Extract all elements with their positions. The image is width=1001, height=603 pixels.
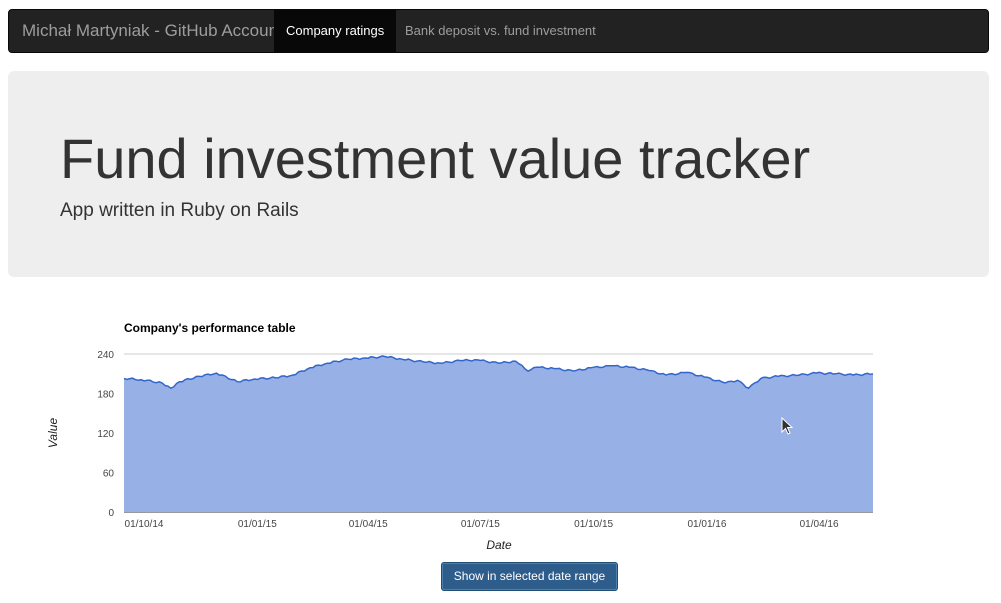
y-axis-label: Value bbox=[46, 418, 60, 449]
x-tick-label: 01/10/14 bbox=[125, 519, 164, 530]
jumbotron: Fund investment value tracker App writte… bbox=[8, 71, 989, 277]
y-tick-label: 240 bbox=[97, 350, 114, 361]
nav-item-bank-deposit[interactable]: Bank deposit vs. fund investment bbox=[405, 23, 596, 38]
page-subtitle: App written in Ruby on Rails bbox=[60, 200, 299, 221]
y-tick-label: 0 bbox=[108, 508, 114, 519]
x-tick-label: 01/10/15 bbox=[574, 519, 613, 530]
x-tick-label: 01/04/16 bbox=[800, 519, 839, 530]
y-axis-ticks: 0 60 120 180 240 bbox=[97, 350, 114, 519]
x-tick-label: 01/01/15 bbox=[238, 519, 277, 530]
y-tick-label: 120 bbox=[97, 429, 114, 440]
y-tick-label: 180 bbox=[97, 390, 114, 401]
x-tick-label: 01/07/15 bbox=[461, 519, 500, 530]
chart-title: Company's performance table bbox=[124, 321, 296, 335]
x-tick-label: 01/01/16 bbox=[688, 519, 727, 530]
show-date-range-button[interactable]: Show in selected date range bbox=[441, 562, 618, 591]
page-title: Fund investment value tracker bbox=[60, 127, 811, 190]
chart-area-fill bbox=[124, 355, 873, 512]
x-axis-label: Date bbox=[486, 538, 512, 552]
y-tick-label: 60 bbox=[103, 469, 115, 480]
navbar: Michał Martyniak - GitHub Account Compan… bbox=[8, 9, 989, 53]
x-axis-ticks: 01/10/14 01/01/15 01/04/15 01/07/15 01/10/15… bbox=[125, 519, 839, 530]
performance-chart: Company's performance table 0 60 120 180 240… bbox=[46, 321, 874, 552]
chart-series-line bbox=[123, 355, 874, 390]
mouse-cursor-icon bbox=[781, 417, 794, 435]
nav-item-company-ratings[interactable]: Company ratings bbox=[274, 10, 397, 52]
navbar-brand[interactable]: Michał Martyniak - GitHub Account bbox=[22, 21, 283, 40]
x-tick-label: 01/04/15 bbox=[349, 519, 388, 530]
